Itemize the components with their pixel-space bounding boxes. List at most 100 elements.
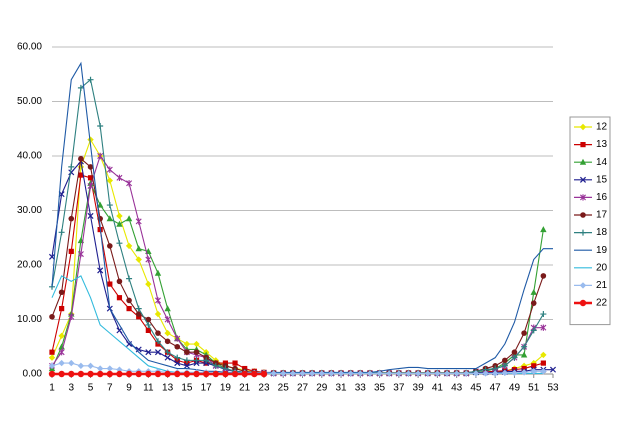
point xyxy=(520,351,528,358)
point xyxy=(155,330,161,336)
legend-label: 14 xyxy=(596,157,608,168)
point xyxy=(135,370,142,378)
point xyxy=(126,297,132,304)
point xyxy=(164,338,171,345)
point xyxy=(193,370,200,378)
point xyxy=(87,182,94,190)
point xyxy=(308,370,316,377)
y-tick-label: 10.00 xyxy=(17,314,42,325)
x-tick-label: 15 xyxy=(181,383,193,394)
point xyxy=(174,354,181,361)
y-tick-label: 50.00 xyxy=(17,96,42,107)
legend-marker xyxy=(580,142,586,148)
point xyxy=(87,164,94,170)
point xyxy=(540,311,547,318)
point xyxy=(126,180,133,187)
x-tick-label: 7 xyxy=(107,383,113,394)
x-tick-label: 27 xyxy=(297,383,309,394)
point xyxy=(183,362,190,369)
point xyxy=(48,354,56,361)
legend-label: 20 xyxy=(596,262,608,273)
point xyxy=(49,349,55,355)
legend-label: 22 xyxy=(596,298,608,309)
point xyxy=(511,367,518,373)
point xyxy=(116,370,123,378)
point xyxy=(357,370,364,377)
point xyxy=(97,267,104,274)
point xyxy=(116,295,123,301)
x-tick-label: 45 xyxy=(470,383,482,394)
x-tick-label: 13 xyxy=(162,383,174,394)
point xyxy=(58,332,65,340)
line xyxy=(51,78,544,374)
point xyxy=(145,280,152,288)
line xyxy=(51,275,544,375)
point xyxy=(424,370,431,377)
point xyxy=(540,273,547,279)
point xyxy=(202,370,210,378)
point xyxy=(222,370,229,378)
point xyxy=(366,370,374,377)
point xyxy=(107,281,113,287)
point xyxy=(472,370,480,377)
point xyxy=(328,370,335,377)
point xyxy=(135,346,142,353)
x-tick-label: 25 xyxy=(278,383,290,394)
point xyxy=(116,212,123,220)
legend-marker xyxy=(579,123,587,131)
point xyxy=(48,370,56,378)
point xyxy=(164,370,171,378)
point xyxy=(164,354,171,361)
point xyxy=(135,245,142,252)
point xyxy=(260,370,268,378)
point xyxy=(58,359,65,367)
point xyxy=(183,340,191,348)
point xyxy=(96,365,104,372)
legend-box xyxy=(569,116,611,326)
point xyxy=(116,278,123,285)
point xyxy=(145,327,151,333)
line xyxy=(51,61,553,373)
point xyxy=(443,370,451,377)
point xyxy=(87,370,94,378)
y-tick-label: 40.00 xyxy=(17,151,42,162)
x-tick-label: 21 xyxy=(239,383,251,394)
legend-marker xyxy=(579,158,587,165)
legend-label: 19 xyxy=(596,245,608,256)
point xyxy=(521,330,527,336)
x-tick-label: 1 xyxy=(49,383,55,394)
point xyxy=(395,370,403,377)
y-tick-label: 20.00 xyxy=(17,260,42,271)
point xyxy=(145,349,152,356)
point xyxy=(174,343,181,350)
x-tick-label: 23 xyxy=(258,383,270,394)
point xyxy=(125,215,133,222)
point xyxy=(502,357,508,364)
x-tick-label: 47 xyxy=(490,383,502,394)
x-tick-label: 39 xyxy=(413,383,425,394)
x-tick-label: 43 xyxy=(451,383,463,394)
point xyxy=(482,370,489,377)
point xyxy=(164,316,171,323)
point xyxy=(154,349,162,356)
x-tick-label: 53 xyxy=(547,383,559,394)
point xyxy=(77,362,85,370)
point xyxy=(135,311,142,317)
point xyxy=(174,370,181,378)
point xyxy=(511,349,518,356)
point xyxy=(126,275,133,282)
point xyxy=(106,215,114,222)
point xyxy=(145,256,152,263)
point xyxy=(58,370,65,378)
point xyxy=(241,370,248,378)
point xyxy=(501,362,508,369)
point xyxy=(299,370,306,377)
point xyxy=(106,370,114,378)
point xyxy=(337,370,345,377)
point xyxy=(78,172,84,178)
point xyxy=(164,349,171,356)
point xyxy=(58,289,65,296)
point xyxy=(116,220,123,227)
point xyxy=(511,369,518,377)
x-tick-label: 37 xyxy=(393,383,405,394)
